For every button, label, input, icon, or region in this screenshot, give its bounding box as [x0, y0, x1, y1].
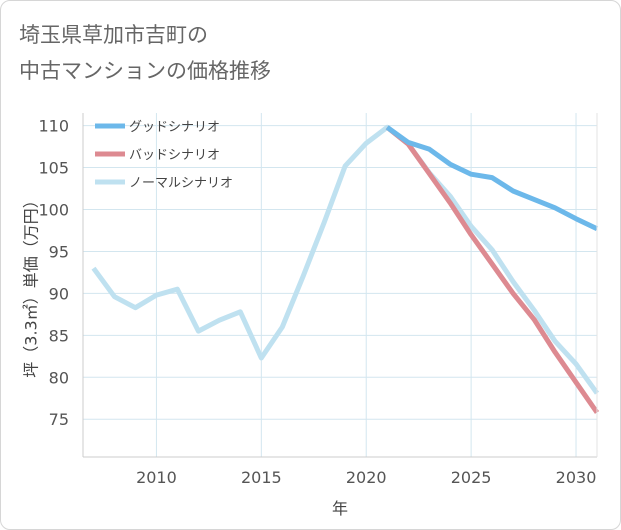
x-tick-label: 2015 [241, 468, 282, 487]
y-axis-title: 坪（3.3㎡）単価（万円） [22, 192, 41, 377]
series-line-1 [385, 125, 600, 414]
y-tick-label: 100 [38, 200, 69, 219]
legend-label: グッドシナリオ [129, 120, 220, 135]
series-layer [91, 124, 600, 414]
y-tick-label: 105 [38, 159, 69, 178]
x-tick-label: 2010 [136, 468, 177, 487]
y-tick-label: 95 [49, 242, 69, 261]
series-line-0 [385, 125, 599, 232]
legend-label: バッドシナリオ [129, 148, 220, 163]
chart-title-line-2: 中古マンションの価格推移 [19, 59, 271, 83]
y-tick-label: 85 [49, 326, 69, 345]
y-tick-label: 110 [38, 117, 69, 136]
y-tick-label: 80 [49, 368, 69, 387]
chart-title-line-1: 埼玉県草加市吉町の [19, 23, 208, 47]
tick-labels: 75 80 85 90 95 100 105 110 2010 2015 2020 2025 2030 [38, 117, 596, 487]
y-tick-label: 75 [49, 410, 69, 429]
x-tick-label: 2025 [451, 468, 492, 487]
x-tick-label: 2030 [556, 468, 597, 487]
x-tick-label: 2020 [346, 468, 387, 487]
x-axis-title: 年 [332, 499, 348, 518]
y-tick-label: 90 [49, 284, 69, 303]
chart-title: 埼玉県草加市吉町の 中古マンションの価格推移 [19, 17, 579, 89]
grid [83, 113, 597, 457]
legend-label: ノーマルシナリオ [129, 176, 233, 191]
series-line-2 [91, 124, 600, 395]
axes [82, 113, 598, 458]
